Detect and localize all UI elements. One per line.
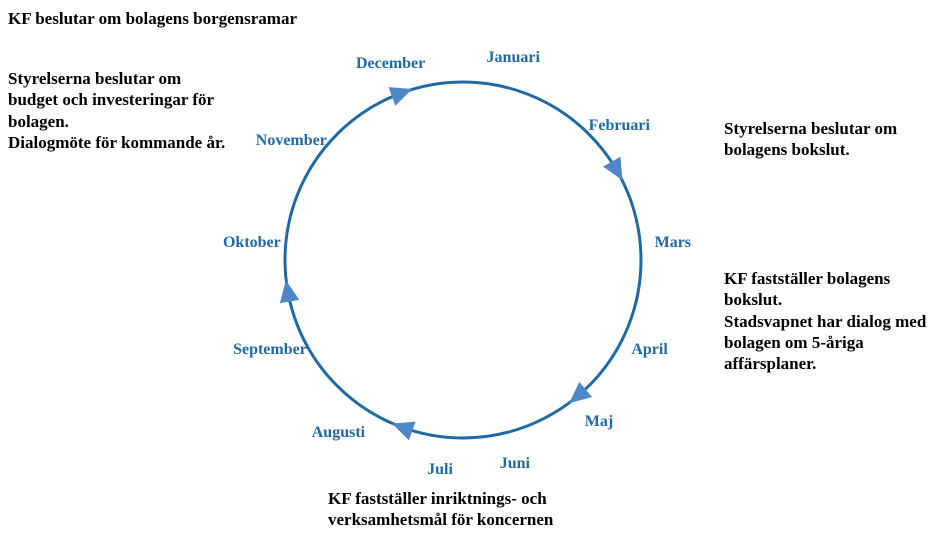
annotation-left: Styrelserna beslutar om budget och inves… <box>8 68 228 153</box>
month-label-november: November <box>256 132 327 150</box>
month-label-september: September <box>233 341 307 359</box>
month-label-augusti: Augusti <box>312 424 365 442</box>
month-label-juli: Juli <box>427 461 453 479</box>
month-label-mars: Mars <box>655 234 691 252</box>
annotation-bottom: KF fastställer inriktnings- och verksamh… <box>328 488 628 531</box>
month-label-juni: Juni <box>500 455 530 473</box>
annual-cycle-diagram: { "diagram": { "type": "cycle", "backgro… <box>0 0 942 538</box>
month-label-februari: Februari <box>589 117 650 135</box>
month-label-januari: Januari <box>487 49 540 67</box>
month-label-december: December <box>356 55 425 73</box>
annotation-right-upper: Styrelserna beslutar om bolagens bokslut… <box>724 118 934 161</box>
month-label-april: April <box>631 341 667 359</box>
month-label-oktober: Oktober <box>223 234 281 252</box>
annotation-right-lower: KF fastställer bolagens bokslut. Stadsva… <box>724 268 939 374</box>
month-label-maj: Maj <box>585 413 613 431</box>
annotation-top: KF beslutar om bolagens borgensramar <box>8 8 408 29</box>
